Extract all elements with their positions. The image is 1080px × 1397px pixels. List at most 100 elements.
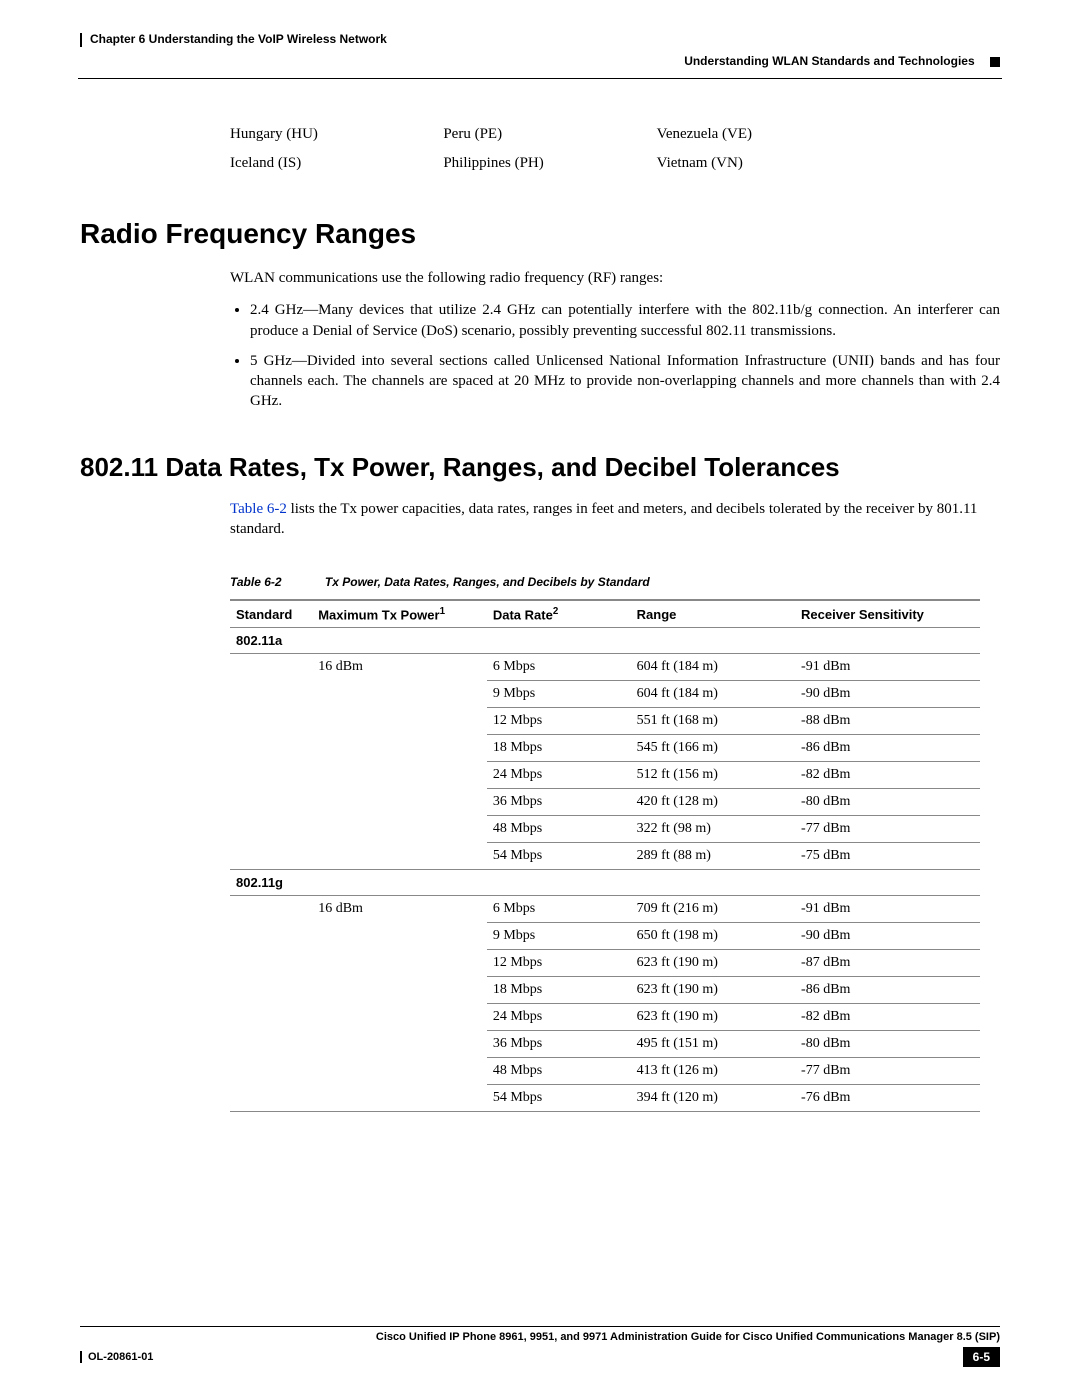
table-row: 16 dBm6 Mbps604 ft (184 m)-91 dBm bbox=[230, 654, 980, 681]
cell-standard bbox=[230, 1031, 312, 1058]
header-rule bbox=[78, 78, 1002, 79]
section-heading-datarates: 802.11 Data Rates, Tx Power, Ranges, and… bbox=[80, 452, 1000, 483]
standard-label: 802.11g bbox=[230, 870, 980, 896]
page-footer: Cisco Unified IP Phone 8961, 9951, and 9… bbox=[80, 1326, 1000, 1367]
table-row: 802.11a bbox=[230, 628, 980, 654]
cell-sensitivity: -75 dBm bbox=[795, 843, 980, 870]
cell-power bbox=[312, 708, 487, 735]
cell-power bbox=[312, 816, 487, 843]
cell-rate: 9 Mbps bbox=[487, 681, 631, 708]
cell-standard bbox=[230, 923, 312, 950]
footer-docid: OL-20861-01 bbox=[80, 1351, 153, 1363]
cell-sensitivity: -88 dBm bbox=[795, 708, 980, 735]
table-reference-link[interactable]: Table 6-2 bbox=[230, 501, 287, 517]
section-heading-rf: Radio Frequency Ranges bbox=[80, 218, 1000, 250]
standard-label: 802.11a bbox=[230, 628, 980, 654]
col-header-rate: Data Rate2 bbox=[487, 600, 631, 628]
cell-standard bbox=[230, 735, 312, 762]
cell-standard bbox=[230, 708, 312, 735]
cell-standard bbox=[230, 1004, 312, 1031]
header-section: Understanding WLAN Standards and Technol… bbox=[684, 54, 1000, 68]
cell-range: 495 ft (151 m) bbox=[631, 1031, 795, 1058]
cell-standard bbox=[230, 654, 312, 681]
country-cell: Iceland (IS) bbox=[230, 149, 443, 178]
col-header-range: Range bbox=[631, 600, 795, 628]
data-table: Standard Maximum Tx Power1 Data Rate2 Ra… bbox=[230, 599, 980, 1112]
cell-range: 623 ft (190 m) bbox=[631, 977, 795, 1004]
cell-sensitivity: -82 dBm bbox=[795, 1004, 980, 1031]
cell-standard bbox=[230, 1058, 312, 1085]
cell-power bbox=[312, 762, 487, 789]
country-cell: Peru (PE) bbox=[443, 120, 656, 149]
cell-standard bbox=[230, 762, 312, 789]
cell-power bbox=[312, 923, 487, 950]
cell-sensitivity: -86 dBm bbox=[795, 735, 980, 762]
cell-power bbox=[312, 1031, 487, 1058]
cell-rate: 12 Mbps bbox=[487, 708, 631, 735]
header-box-icon bbox=[990, 57, 1000, 67]
cell-rate: 6 Mbps bbox=[487, 896, 631, 923]
table-row: 48 Mbps413 ft (126 m)-77 dBm bbox=[230, 1058, 980, 1085]
cell-power bbox=[312, 950, 487, 977]
country-cell: Philippines (PH) bbox=[443, 149, 656, 178]
cell-power bbox=[312, 681, 487, 708]
footer-title: Cisco Unified IP Phone 8961, 9951, and 9… bbox=[80, 1331, 1000, 1343]
table-row: 24 Mbps512 ft (156 m)-82 dBm bbox=[230, 762, 980, 789]
country-cell: Hungary (HU) bbox=[230, 120, 443, 149]
cell-sensitivity: -90 dBm bbox=[795, 923, 980, 950]
cell-range: 604 ft (184 m) bbox=[631, 654, 795, 681]
table-header-row: Standard Maximum Tx Power1 Data Rate2 Ra… bbox=[230, 600, 980, 628]
cell-power: 16 dBm bbox=[312, 654, 487, 681]
table-row: 16 dBm6 Mbps709 ft (216 m)-91 dBm bbox=[230, 896, 980, 923]
cell-sensitivity: -90 dBm bbox=[795, 681, 980, 708]
cell-power: 16 dBm bbox=[312, 896, 487, 923]
cell-power bbox=[312, 977, 487, 1004]
cell-sensitivity: -91 dBm bbox=[795, 654, 980, 681]
table-row: 24 Mbps623 ft (190 m)-82 dBm bbox=[230, 1004, 980, 1031]
cell-rate: 12 Mbps bbox=[487, 950, 631, 977]
cell-range: 545 ft (166 m) bbox=[631, 735, 795, 762]
cell-rate: 18 Mbps bbox=[487, 735, 631, 762]
cell-sensitivity: -76 dBm bbox=[795, 1085, 980, 1112]
cell-standard bbox=[230, 977, 312, 1004]
cell-range: 551 ft (168 m) bbox=[631, 708, 795, 735]
cell-standard bbox=[230, 789, 312, 816]
cell-sensitivity: -82 dBm bbox=[795, 762, 980, 789]
cell-range: 650 ft (198 m) bbox=[631, 923, 795, 950]
table-row: 802.11g bbox=[230, 870, 980, 896]
table-row: 18 Mbps545 ft (166 m)-86 dBm bbox=[230, 735, 980, 762]
cell-sensitivity: -80 dBm bbox=[795, 789, 980, 816]
table-row: Iceland (IS) Philippines (PH) Vietnam (V… bbox=[230, 149, 870, 178]
table-row: 12 Mbps623 ft (190 m)-87 dBm bbox=[230, 950, 980, 977]
cell-range: 413 ft (126 m) bbox=[631, 1058, 795, 1085]
country-cell: Vietnam (VN) bbox=[657, 149, 870, 178]
cell-standard bbox=[230, 681, 312, 708]
table-row: 36 Mbps495 ft (151 m)-80 dBm bbox=[230, 1031, 980, 1058]
cell-range: 420 ft (128 m) bbox=[631, 789, 795, 816]
cell-rate: 24 Mbps bbox=[487, 1004, 631, 1031]
cell-range: 604 ft (184 m) bbox=[631, 681, 795, 708]
table-row: 48 Mbps322 ft (98 m)-77 dBm bbox=[230, 816, 980, 843]
cell-power bbox=[312, 843, 487, 870]
table-row: 12 Mbps551 ft (168 m)-88 dBm bbox=[230, 708, 980, 735]
cell-rate: 36 Mbps bbox=[487, 1031, 631, 1058]
table-row: 9 Mbps604 ft (184 m)-90 dBm bbox=[230, 681, 980, 708]
table-row: 18 Mbps623 ft (190 m)-86 dBm bbox=[230, 977, 980, 1004]
cell-range: 623 ft (190 m) bbox=[631, 1004, 795, 1031]
list-item: 2.4 GHz—Many devices that utilize 2.4 GH… bbox=[250, 300, 1000, 341]
cell-rate: 54 Mbps bbox=[487, 843, 631, 870]
list-item: 5 GHz—Divided into several sections call… bbox=[250, 351, 1000, 412]
cell-rate: 54 Mbps bbox=[487, 1085, 631, 1112]
cell-standard bbox=[230, 816, 312, 843]
cell-sensitivity: -80 dBm bbox=[795, 1031, 980, 1058]
col-header-power: Maximum Tx Power1 bbox=[312, 600, 487, 628]
table-caption: Table 6-2 Tx Power, Data Rates, Ranges, … bbox=[230, 575, 1000, 589]
cell-rate: 6 Mbps bbox=[487, 654, 631, 681]
col-header-standard: Standard bbox=[230, 600, 312, 628]
table-row: 36 Mbps420 ft (128 m)-80 dBm bbox=[230, 789, 980, 816]
content: Hungary (HU) Peru (PE) Venezuela (VE) Ic… bbox=[80, 120, 1000, 1112]
cell-rate: 48 Mbps bbox=[487, 1058, 631, 1085]
cell-range: 322 ft (98 m) bbox=[631, 816, 795, 843]
cell-rate: 18 Mbps bbox=[487, 977, 631, 1004]
cell-power bbox=[312, 1085, 487, 1112]
